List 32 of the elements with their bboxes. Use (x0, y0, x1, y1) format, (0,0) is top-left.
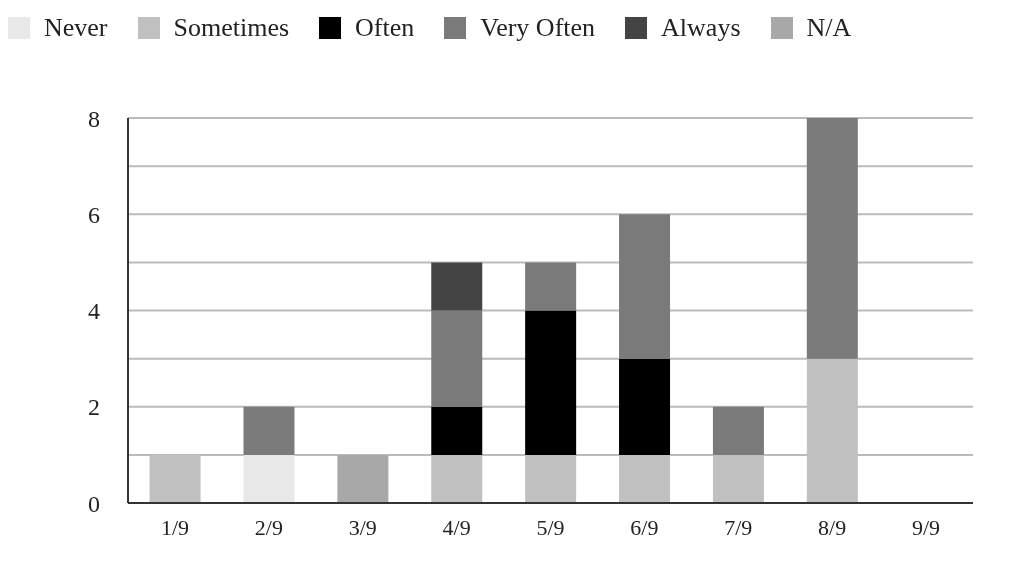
legend-label: Never (44, 13, 108, 43)
y-tick-label: 2 (88, 394, 100, 421)
bar (619, 358, 671, 455)
bar (619, 214, 671, 359)
bar (525, 310, 577, 455)
bar (712, 406, 764, 455)
x-tick-label: 5/9 (536, 514, 565, 540)
x-tick-label: 7/9 (724, 514, 753, 540)
x-tick-label: 6/9 (630, 514, 659, 540)
bar (431, 262, 483, 311)
legend-label: N/A (806, 13, 852, 43)
x-tick-label: 8/9 (818, 514, 847, 540)
y-tick-label: 8 (88, 105, 100, 132)
y-tick-label: 0 (88, 490, 100, 517)
bar (337, 454, 389, 503)
x-tick-label: 2/9 (254, 514, 283, 540)
legend-label: Often (355, 13, 415, 43)
legend-label: Very Often (480, 13, 596, 43)
y-tick-label: 4 (88, 298, 100, 325)
bar (243, 406, 295, 455)
y-tick-label: 6 (88, 201, 100, 228)
bar (806, 118, 858, 359)
bar (243, 454, 295, 503)
bar (525, 262, 577, 311)
bar (431, 406, 483, 455)
bar (431, 310, 483, 407)
x-tick-label: 4/9 (442, 514, 471, 540)
x-tick-label: 3/9 (348, 514, 377, 540)
legend-label: Always (661, 13, 741, 43)
x-tick-label: 1/9 (160, 514, 190, 540)
legend-label: Sometimes (173, 13, 290, 43)
x-tick-label: 9/9 (911, 514, 941, 540)
